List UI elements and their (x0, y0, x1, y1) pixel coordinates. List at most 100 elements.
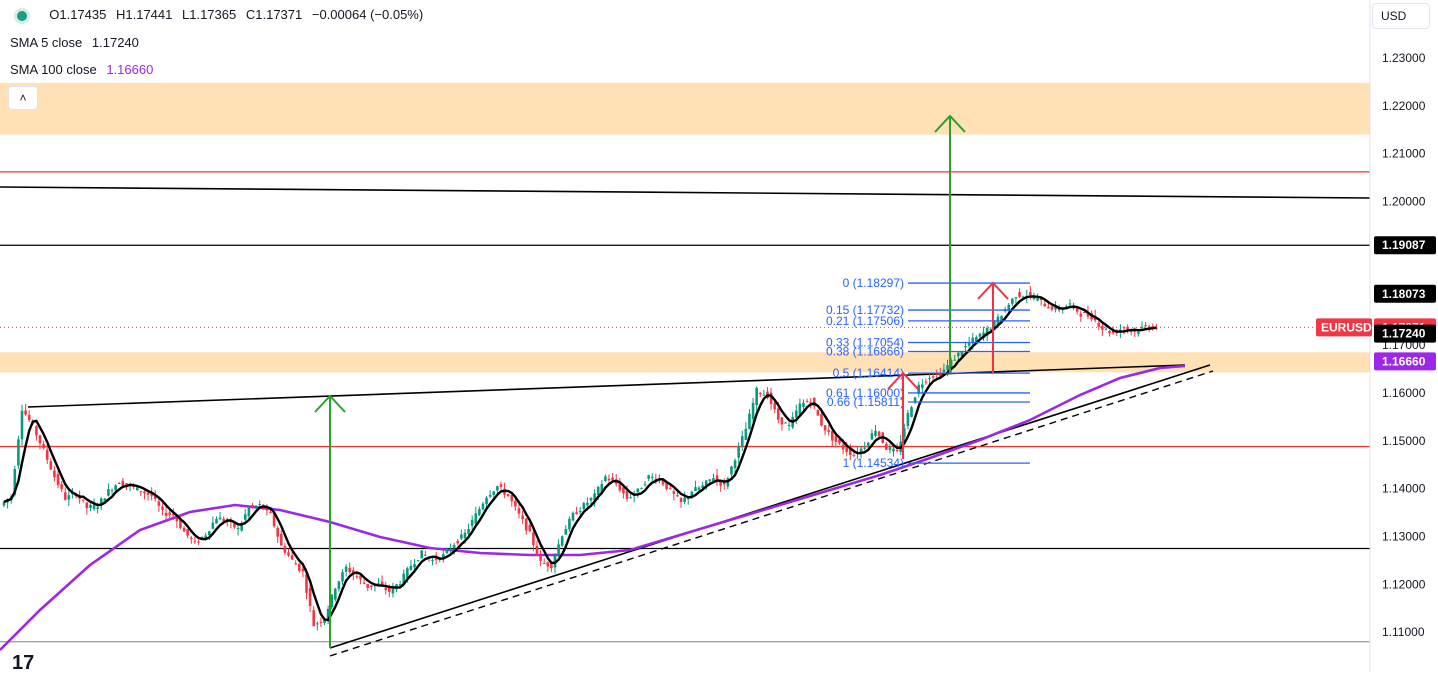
candle-body (1075, 308, 1079, 312)
currency-selector[interactable]: USD (1372, 3, 1430, 29)
candle-body (1097, 322, 1101, 327)
candle-body (384, 587, 388, 590)
candle-body (218, 517, 222, 520)
candle-body (924, 381, 928, 383)
candle-body (56, 474, 60, 485)
candle-body (946, 365, 949, 371)
candle-body (960, 351, 964, 357)
candle-body (917, 384, 921, 394)
candle-body (618, 483, 622, 491)
sma5-legend[interactable]: SMA 5 close 1.17240 (10, 35, 139, 50)
fibonacci-retracement[interactable]: 0 (1.18297) 0.15 (1.17732)0.21 (1.17506) 0… (826, 276, 1030, 470)
candle-body (67, 495, 71, 500)
y-tick-label-3: 1.20000 (1382, 195, 1426, 209)
ohlc-row: O1.17435 H1.17441 L1.17365 C1.17371 −0.0… (14, 7, 429, 24)
candle-body (802, 402, 805, 407)
candle-body (398, 584, 402, 586)
candle-body (168, 512, 171, 515)
candle-body (470, 519, 474, 526)
candle-body (1083, 311, 1086, 314)
close-value: C1.17371 (245, 7, 303, 22)
candle-body (269, 512, 272, 514)
candle-body (510, 495, 514, 502)
candle-body (607, 478, 611, 481)
candle-body (114, 485, 117, 491)
candle-body (975, 337, 978, 343)
candle-body (60, 484, 63, 490)
fib-label-1: 0.15 (1.17732) (826, 303, 904, 317)
candle-body (1029, 292, 1032, 296)
candle-body (135, 487, 139, 491)
candle-body (989, 328, 993, 330)
candle-body (413, 564, 416, 568)
candle-body (366, 584, 370, 588)
candle-body (96, 507, 99, 509)
candle-body (1050, 306, 1054, 310)
candle-body (1000, 315, 1003, 322)
sma100-value: 1.16660 (106, 62, 154, 77)
candle-body (611, 477, 614, 481)
candle-body (640, 488, 643, 490)
candle-body (488, 494, 492, 497)
candle-body (812, 397, 816, 407)
candle-body (866, 442, 870, 446)
candle-body (215, 518, 218, 524)
candle-body (139, 491, 143, 493)
sma-5-line (3, 295, 1157, 622)
candle-body (391, 586, 395, 594)
candle-body (416, 560, 420, 562)
candle-body (863, 447, 866, 449)
candle-body (748, 413, 751, 430)
candle-body (978, 333, 982, 337)
candle-body (272, 512, 276, 527)
candle-body (885, 443, 888, 450)
candle-body (1065, 306, 1068, 308)
candle-body (481, 503, 485, 510)
sma100-legend[interactable]: SMA 100 close 1.16660 (10, 62, 153, 77)
candle-body (870, 433, 874, 440)
candle-body (283, 546, 287, 553)
candle-body (532, 532, 535, 545)
candle-body (1007, 304, 1011, 311)
candle-body (240, 522, 243, 531)
candle-body (625, 490, 629, 499)
price-tag-text-0: 1.19087 (1382, 238, 1426, 252)
candle-body (290, 555, 294, 560)
candle-body (827, 430, 830, 432)
candle-body (1032, 298, 1036, 300)
candle-body (755, 387, 758, 406)
candle-body (967, 343, 971, 346)
zone-0 (0, 82, 1370, 135)
candle-body (848, 449, 852, 456)
candle-body (420, 550, 424, 559)
change-value: −0.00064 (−0.05%) (311, 7, 424, 22)
candle-body (424, 554, 427, 556)
candle-body (81, 499, 85, 501)
currency-label: USD (1381, 9, 1407, 23)
candle-body (910, 407, 913, 417)
candle-body (1101, 325, 1104, 330)
candle-body (679, 497, 683, 503)
fib-label-2: 0.21 (1.17506) (826, 314, 904, 328)
projection-arrows (314, 114, 1009, 648)
candle-body (445, 549, 449, 553)
candle-body (636, 488, 640, 493)
candle-body (830, 430, 834, 441)
measured-move-arrow-small-head (887, 371, 919, 390)
collapse-legend-button[interactable]: ˄ (8, 86, 38, 110)
candle-body (539, 555, 542, 561)
candle-body (330, 594, 334, 608)
fib-label-6: 0.61 (1.16000) (826, 386, 904, 400)
candle-body (622, 487, 625, 494)
candle-body (776, 408, 780, 420)
candle-body (236, 528, 240, 530)
candle-body (1011, 298, 1014, 304)
candle-body (1014, 297, 1018, 299)
candle-body (110, 490, 114, 492)
candle-body (143, 491, 146, 494)
candle-body (661, 480, 665, 485)
candle-body (877, 431, 881, 437)
candle-body (690, 491, 694, 497)
candle-body (279, 533, 283, 546)
